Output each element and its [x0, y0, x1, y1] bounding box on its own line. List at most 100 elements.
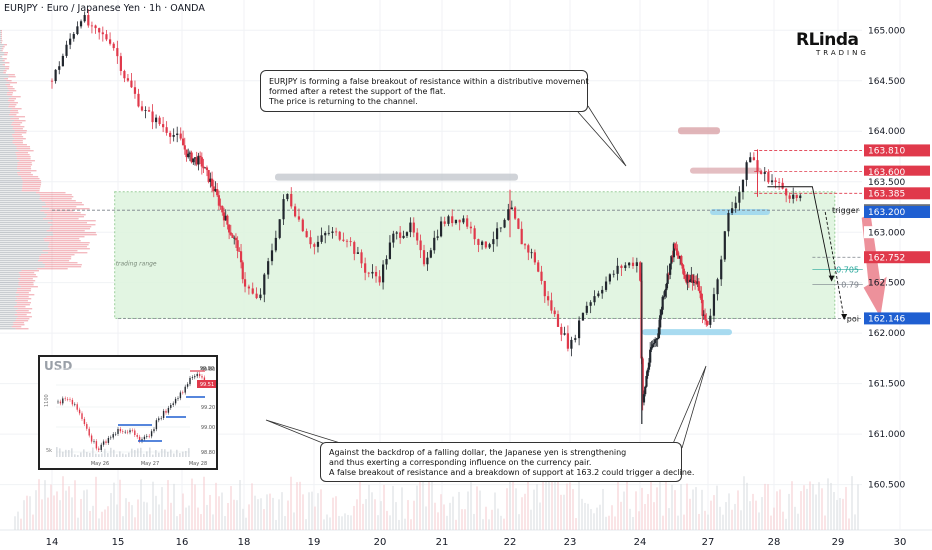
candle-body [282, 199, 285, 220]
volume-bar [599, 504, 601, 530]
candle-body [645, 375, 648, 387]
x-tick-label: 30 [894, 537, 907, 548]
candle-body [439, 221, 443, 237]
x-tick-label: 27 [702, 537, 715, 548]
candle-body [187, 153, 190, 158]
volume-profile-bar [20, 286, 38, 288]
volume-profile-bar [0, 96, 12, 98]
x-tick-label: 22 [504, 537, 517, 548]
volume-bar [35, 490, 37, 530]
inset-volume-bar [104, 448, 106, 457]
candle-body [624, 265, 627, 269]
inset-x-label: May 28 [189, 461, 207, 467]
volume-bar [644, 504, 646, 530]
inset-candle-body [162, 410, 165, 418]
volume-bar [638, 511, 640, 530]
candle-body [792, 194, 795, 199]
volume-profile-bar [0, 90, 9, 92]
volume-bar [221, 492, 223, 530]
candle-body [119, 56, 122, 71]
candle-body [349, 241, 352, 243]
candle-body [677, 255, 680, 259]
volume-profile-bar [0, 102, 10, 104]
candle-body [255, 293, 258, 299]
volume-profile-bar [0, 190, 22, 192]
volume-bar [839, 498, 841, 530]
inset-volume-bar [68, 450, 70, 457]
volume-profile-bar [0, 220, 53, 222]
volume-profile-bar [18, 272, 35, 274]
volume-bar [614, 516, 616, 530]
inset-candle-body [69, 399, 71, 400]
volume-profile-bar [0, 242, 50, 244]
candle-body [730, 208, 734, 213]
volume-profile-bar [0, 82, 10, 84]
candle-body [581, 312, 585, 321]
volume-profile-bar [0, 186, 23, 188]
inset-candle-body [138, 436, 141, 442]
volume-bar [155, 495, 157, 530]
volume-bar [56, 491, 58, 530]
price-tag-label: 163.600 [868, 168, 905, 178]
volume-profile-bar [0, 306, 15, 308]
volume-profile-bar [0, 324, 14, 326]
volume-profile-bar [14, 120, 26, 122]
candle-body [193, 157, 197, 159]
inset-volume-bar [62, 451, 64, 457]
volume-bar [416, 485, 418, 530]
candle-body [702, 314, 705, 316]
inset-volume-bar [122, 453, 124, 457]
candle-body [741, 179, 745, 193]
y-tick-label: 162.500 [868, 279, 905, 289]
volume-profile-bar [0, 180, 23, 182]
candle-body [488, 244, 491, 248]
volume-bar [455, 519, 457, 530]
volume-profile-bar [0, 54, 5, 56]
volume-profile-bar [19, 274, 36, 276]
volume-bar [185, 507, 187, 530]
volume-profile-bar [0, 132, 15, 134]
candle-body [700, 293, 703, 300]
volume-bar [617, 482, 619, 530]
volume-profile-bar [0, 184, 23, 186]
candle-body [734, 202, 737, 209]
volume-bar [248, 504, 250, 530]
volume-profile-bar [0, 36, 2, 38]
x-tick-label: 20 [374, 537, 387, 548]
volume-bar [269, 493, 271, 530]
volume-bar [308, 492, 310, 530]
volume-profile-bar [18, 282, 34, 284]
candle-body [666, 273, 669, 284]
candle-body [523, 244, 527, 246]
volume-bar [554, 455, 556, 530]
volume-bar [152, 481, 154, 530]
volume-bar [389, 515, 391, 530]
volume-bar [98, 518, 100, 530]
inset-candle-body [201, 376, 203, 378]
volume-profile-bar [13, 324, 25, 326]
volume-bar [326, 514, 328, 530]
inset-candle-body [177, 398, 179, 399]
volume-bar [557, 474, 559, 530]
volume-bar [470, 482, 472, 530]
volume-bar [578, 475, 580, 530]
inset-candle-body [124, 431, 126, 433]
volume-profile-bar [0, 122, 13, 124]
volume-bar [143, 501, 145, 530]
volume-bar [704, 510, 706, 530]
volume-profile-bar [0, 140, 13, 142]
inset-candle-body [62, 398, 64, 404]
candle-body [342, 239, 345, 241]
inset-candle-body [194, 376, 196, 378]
inset-y-label: 98.80 [201, 450, 215, 456]
volume-bar [806, 488, 808, 530]
candle-body [510, 207, 513, 210]
volume-bar [854, 514, 856, 530]
volume-bar [422, 478, 424, 530]
candle-body [685, 278, 688, 283]
candle-body [686, 274, 689, 283]
volume-bar [500, 515, 502, 530]
candle-body [297, 216, 301, 220]
volume-profile-bar [6, 94, 13, 96]
candle-body [473, 228, 476, 240]
